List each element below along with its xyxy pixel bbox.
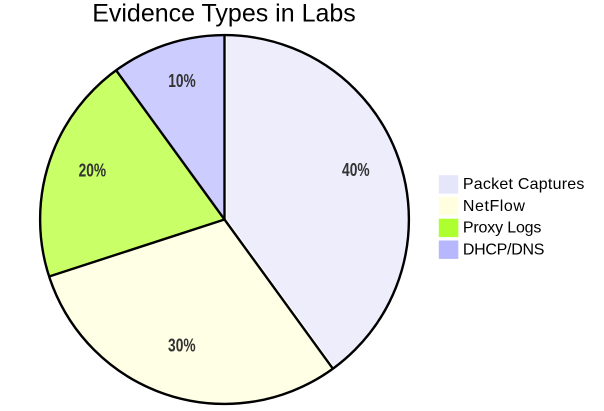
svg-text:Packet Captures: Packet Captures <box>463 176 585 193</box>
svg-text:10%: 10% <box>168 71 196 91</box>
svg-text:DHCP/DNS: DHCP/DNS <box>463 242 545 259</box>
svg-text:Proxy Logs: Proxy Logs <box>463 220 542 237</box>
svg-text:20%: 20% <box>79 161 107 181</box>
svg-text:30%: 30% <box>168 336 196 356</box>
svg-text:40%: 40% <box>342 160 370 180</box>
svg-text:NetFlow: NetFlow <box>463 198 525 215</box>
svg-text:Evidence Types in Labs: Evidence Types in Labs <box>92 0 356 28</box>
